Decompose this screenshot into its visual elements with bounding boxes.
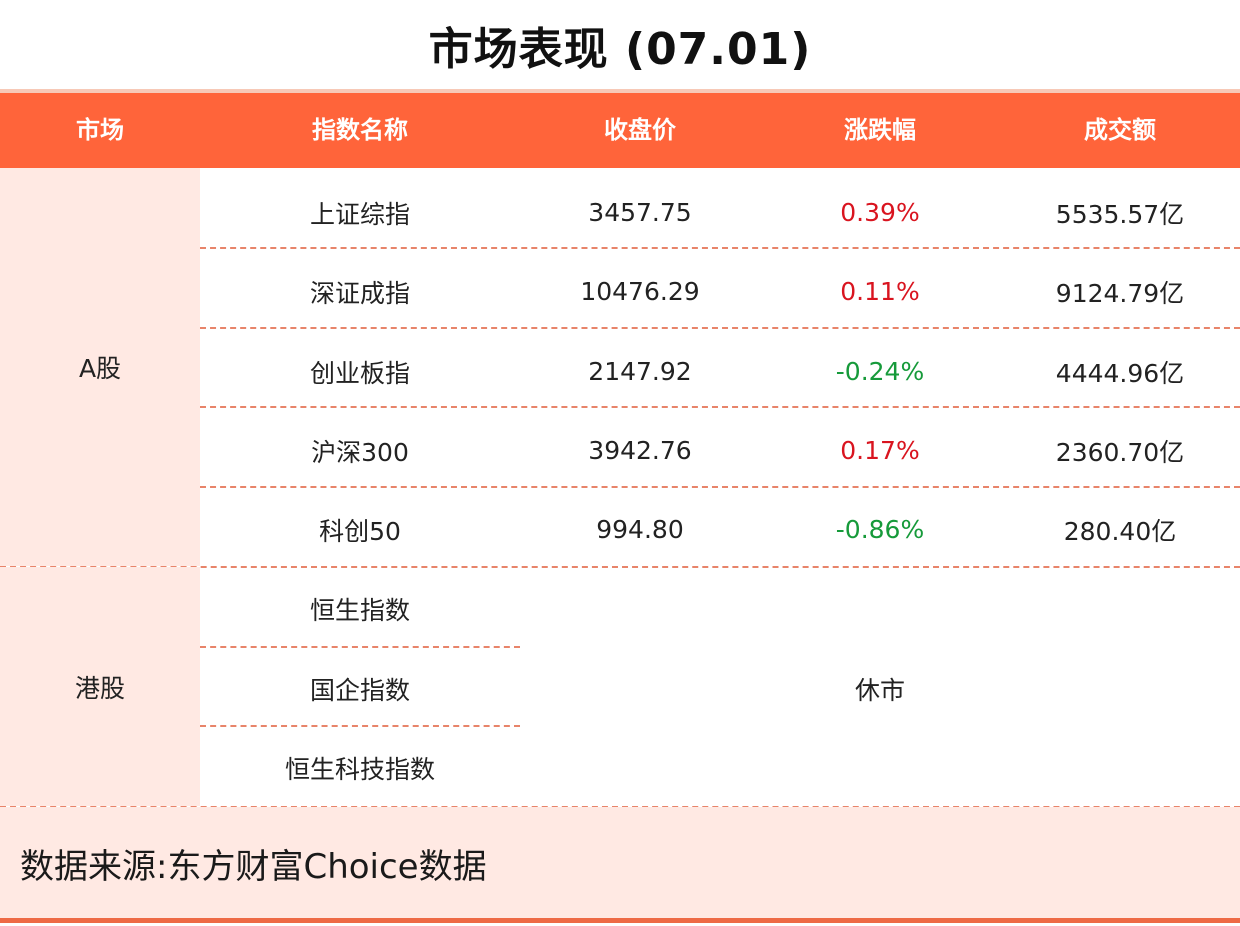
row-divider (200, 486, 1240, 488)
turnover: 2360.70亿 (1055, 437, 1185, 467)
header-close: 收盘价 (604, 116, 676, 144)
change-pct: 0.11% (840, 277, 920, 306)
a-share-section: A股 上证综指 3457.75 0.39% 5535.57亿 深证成指 1047… (0, 168, 1240, 566)
data-source-note: 数据来源:东方财富Choice数据 (0, 807, 1240, 919)
header-index-name: 指数名称 (312, 116, 408, 144)
header-turnover: 成交额 (1084, 116, 1156, 144)
index-name: 创业板指 (309, 358, 410, 388)
market-closed-status: 休市 (854, 675, 905, 705)
change-pct: -0.86% (835, 515, 925, 544)
turnover: 4444.96亿 (1055, 358, 1185, 388)
page-title: 市场表现 (07.01) (428, 24, 812, 75)
index-name: 恒生指数 (309, 595, 410, 625)
close-price: 2147.92 (588, 357, 692, 386)
close-price: 3942.76 (588, 436, 692, 465)
close-price: 3457.75 (588, 198, 692, 227)
row-divider (200, 725, 520, 727)
header-change: 涨跌幅 (844, 116, 916, 144)
turnover: 5535.57亿 (1055, 199, 1185, 229)
index-name: 沪深300 (311, 437, 409, 467)
change-pct: -0.24% (835, 357, 925, 386)
change-pct: 0.17% (840, 436, 920, 465)
data-source-text: 数据来源:东方财富Choice数据 (20, 846, 487, 887)
index-name: 上证综指 (309, 199, 410, 229)
section-divider (0, 566, 1240, 568)
close-price: 10476.29 (580, 277, 700, 306)
market-label-a-share: A股 (0, 168, 200, 566)
index-name: 国企指数 (309, 675, 410, 705)
index-name: 科创50 (319, 516, 401, 546)
row-divider (200, 327, 1240, 329)
bottom-border (0, 918, 1240, 923)
change-pct: 0.39% (840, 198, 920, 227)
table-header: 市场 指数名称 收盘价 涨跌幅 成交额 (0, 93, 1240, 168)
turnover: 280.40亿 (1063, 516, 1177, 546)
index-name: 深证成指 (309, 278, 410, 308)
index-name: 恒生科技指数 (284, 754, 435, 784)
header-market: 市场 (76, 116, 124, 144)
close-price: 994.80 (596, 515, 684, 544)
row-divider (200, 247, 1240, 249)
row-divider (200, 406, 1240, 408)
title-divider (0, 89, 1240, 93)
turnover: 9124.79亿 (1055, 278, 1185, 308)
hk-share-section: 港股 恒生指数 国企指数 恒生科技指数 休市 (0, 567, 1240, 806)
market-label-hk-share: 港股 (0, 567, 200, 806)
row-divider (200, 646, 520, 648)
